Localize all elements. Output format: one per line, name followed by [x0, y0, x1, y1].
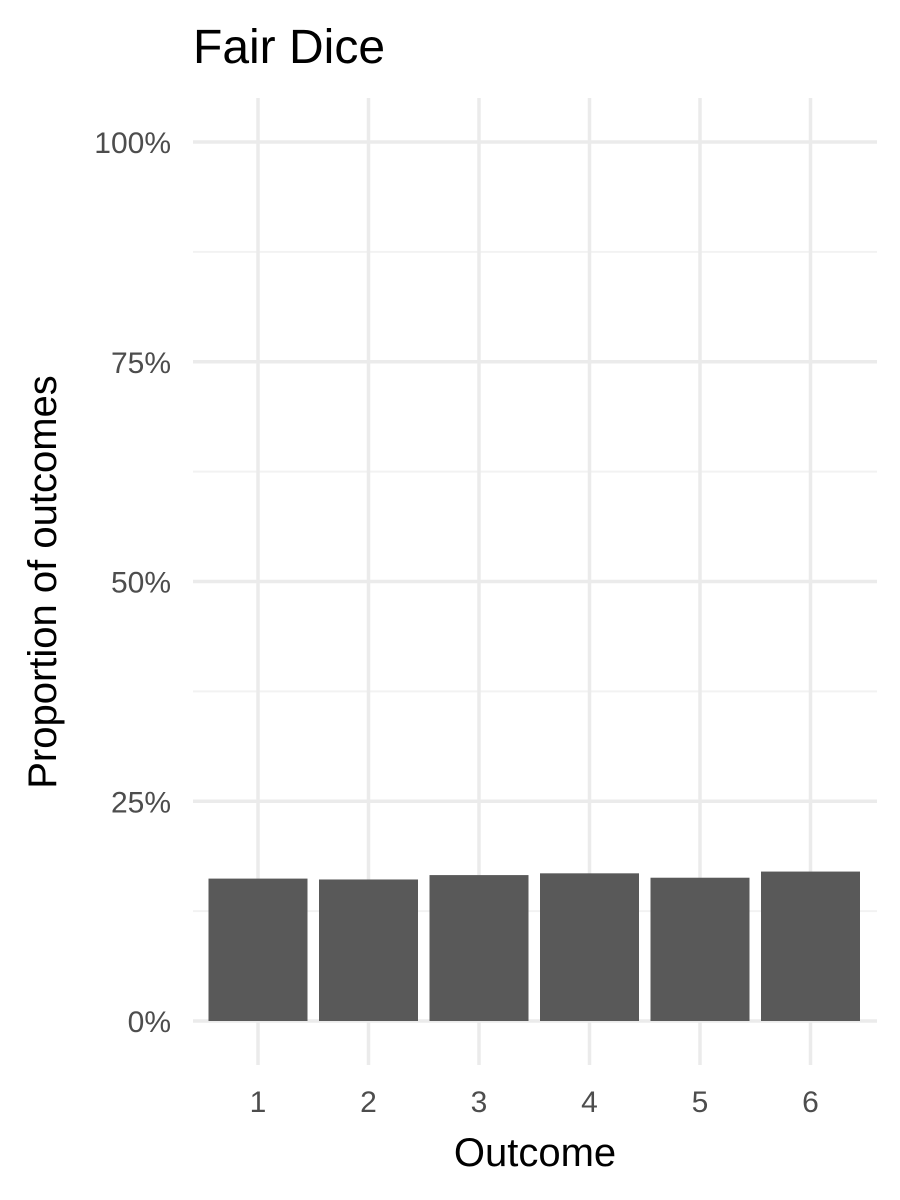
bar-outcome-3 — [429, 875, 529, 1021]
bar-outcome-5 — [650, 877, 750, 1021]
y-axis-title: Proportion of outcomes — [21, 375, 65, 789]
bar-outcome-4 — [540, 873, 639, 1021]
bar-layer — [208, 871, 860, 1021]
x-tick-label: 6 — [802, 1086, 819, 1119]
x-tick-label: 2 — [360, 1086, 377, 1119]
x-axis-title: Outcome — [454, 1131, 616, 1175]
chart-title: Fair Dice — [193, 21, 385, 74]
x-tick-label: 4 — [581, 1086, 598, 1119]
bar-outcome-2 — [319, 879, 418, 1021]
x-tick-label: 3 — [471, 1086, 488, 1119]
bar-outcome-6 — [761, 871, 860, 1021]
y-tick-label: 100% — [94, 127, 171, 160]
bar-outcome-1 — [208, 878, 308, 1021]
y-tick-label: 75% — [111, 347, 171, 380]
x-tick-labels: 1 2 3 4 5 6 — [250, 1086, 819, 1119]
y-tick-label: 50% — [111, 567, 171, 600]
y-tick-label: 0% — [128, 1006, 171, 1039]
y-tick-labels: 0% 25% 50% 75% 100% — [94, 127, 171, 1039]
x-tick-label: 5 — [692, 1086, 709, 1119]
y-tick-label: 25% — [111, 786, 171, 819]
x-tick-label: 1 — [250, 1086, 267, 1119]
